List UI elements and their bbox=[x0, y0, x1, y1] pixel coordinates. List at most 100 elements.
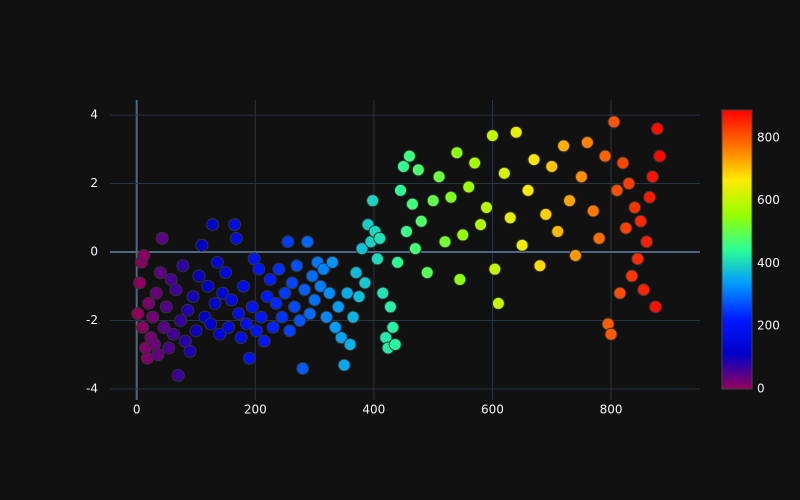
point bbox=[628, 201, 642, 215]
point bbox=[206, 218, 220, 232]
point bbox=[358, 276, 372, 290]
point bbox=[592, 231, 606, 245]
y-tick-label: 2 bbox=[90, 176, 98, 190]
point bbox=[236, 279, 250, 293]
colorbar-tick-label: 600 bbox=[757, 193, 780, 207]
point bbox=[610, 183, 624, 197]
point bbox=[643, 190, 657, 204]
point bbox=[287, 300, 301, 314]
point bbox=[219, 266, 233, 280]
point bbox=[408, 242, 422, 256]
point bbox=[133, 276, 147, 290]
point bbox=[254, 310, 268, 324]
point bbox=[637, 283, 651, 297]
point bbox=[149, 286, 163, 300]
point bbox=[622, 177, 636, 191]
point bbox=[580, 135, 594, 149]
point bbox=[604, 327, 618, 341]
y-tick-label: 4 bbox=[90, 108, 98, 122]
y-tick-label: -4 bbox=[86, 382, 98, 396]
point bbox=[468, 156, 482, 170]
point bbox=[162, 341, 176, 355]
point bbox=[497, 166, 511, 180]
y-tick-label: 0 bbox=[90, 245, 98, 259]
point bbox=[533, 259, 547, 273]
point bbox=[325, 255, 339, 269]
point bbox=[252, 262, 266, 276]
point bbox=[245, 300, 259, 314]
point bbox=[297, 283, 311, 297]
point bbox=[210, 255, 224, 269]
point bbox=[474, 218, 488, 232]
point bbox=[140, 351, 154, 365]
x-tick-label: 400 bbox=[362, 403, 385, 417]
point bbox=[225, 293, 239, 307]
point bbox=[303, 307, 317, 321]
point bbox=[166, 327, 180, 341]
point bbox=[456, 228, 470, 242]
point bbox=[171, 368, 185, 382]
point bbox=[275, 310, 289, 324]
colorbar-tick-label: 200 bbox=[757, 319, 780, 333]
point bbox=[462, 180, 476, 194]
point bbox=[155, 231, 169, 245]
point bbox=[142, 296, 156, 310]
point bbox=[634, 214, 648, 228]
point bbox=[201, 279, 215, 293]
point bbox=[216, 286, 230, 300]
point bbox=[607, 115, 621, 129]
point bbox=[337, 358, 351, 372]
point bbox=[373, 231, 387, 245]
point bbox=[228, 218, 242, 232]
point bbox=[625, 269, 639, 283]
point bbox=[521, 183, 535, 197]
point bbox=[285, 276, 299, 290]
point bbox=[394, 183, 408, 197]
point bbox=[157, 320, 171, 334]
point bbox=[411, 163, 425, 177]
point bbox=[370, 252, 384, 266]
point bbox=[334, 331, 348, 345]
point bbox=[557, 139, 571, 153]
point bbox=[328, 320, 342, 334]
point bbox=[402, 149, 416, 163]
point bbox=[269, 296, 283, 310]
point bbox=[296, 361, 310, 375]
point bbox=[278, 286, 292, 300]
point bbox=[176, 259, 190, 273]
point bbox=[391, 255, 405, 269]
point bbox=[397, 159, 411, 173]
point bbox=[568, 248, 582, 262]
point bbox=[399, 225, 413, 239]
point bbox=[260, 290, 274, 304]
point bbox=[480, 201, 494, 215]
point bbox=[563, 194, 577, 208]
point bbox=[169, 283, 183, 297]
point bbox=[314, 279, 328, 293]
point bbox=[266, 320, 280, 334]
point bbox=[272, 262, 286, 276]
point bbox=[204, 317, 218, 331]
colorbar-tick-label: 400 bbox=[757, 256, 780, 270]
point bbox=[340, 286, 354, 300]
point bbox=[545, 159, 559, 173]
point bbox=[222, 320, 236, 334]
point bbox=[153, 266, 167, 280]
point bbox=[509, 125, 523, 139]
point bbox=[619, 221, 633, 235]
point bbox=[574, 170, 588, 184]
point bbox=[383, 300, 397, 314]
point bbox=[444, 190, 458, 204]
point bbox=[485, 129, 499, 143]
point bbox=[257, 334, 271, 348]
point bbox=[503, 211, 517, 225]
colorbar-tick-label: 0 bbox=[757, 382, 765, 396]
point bbox=[650, 122, 664, 136]
point bbox=[539, 207, 553, 221]
point bbox=[631, 252, 645, 266]
point bbox=[426, 194, 440, 208]
point bbox=[249, 324, 263, 338]
point bbox=[414, 214, 428, 228]
point bbox=[551, 225, 565, 239]
